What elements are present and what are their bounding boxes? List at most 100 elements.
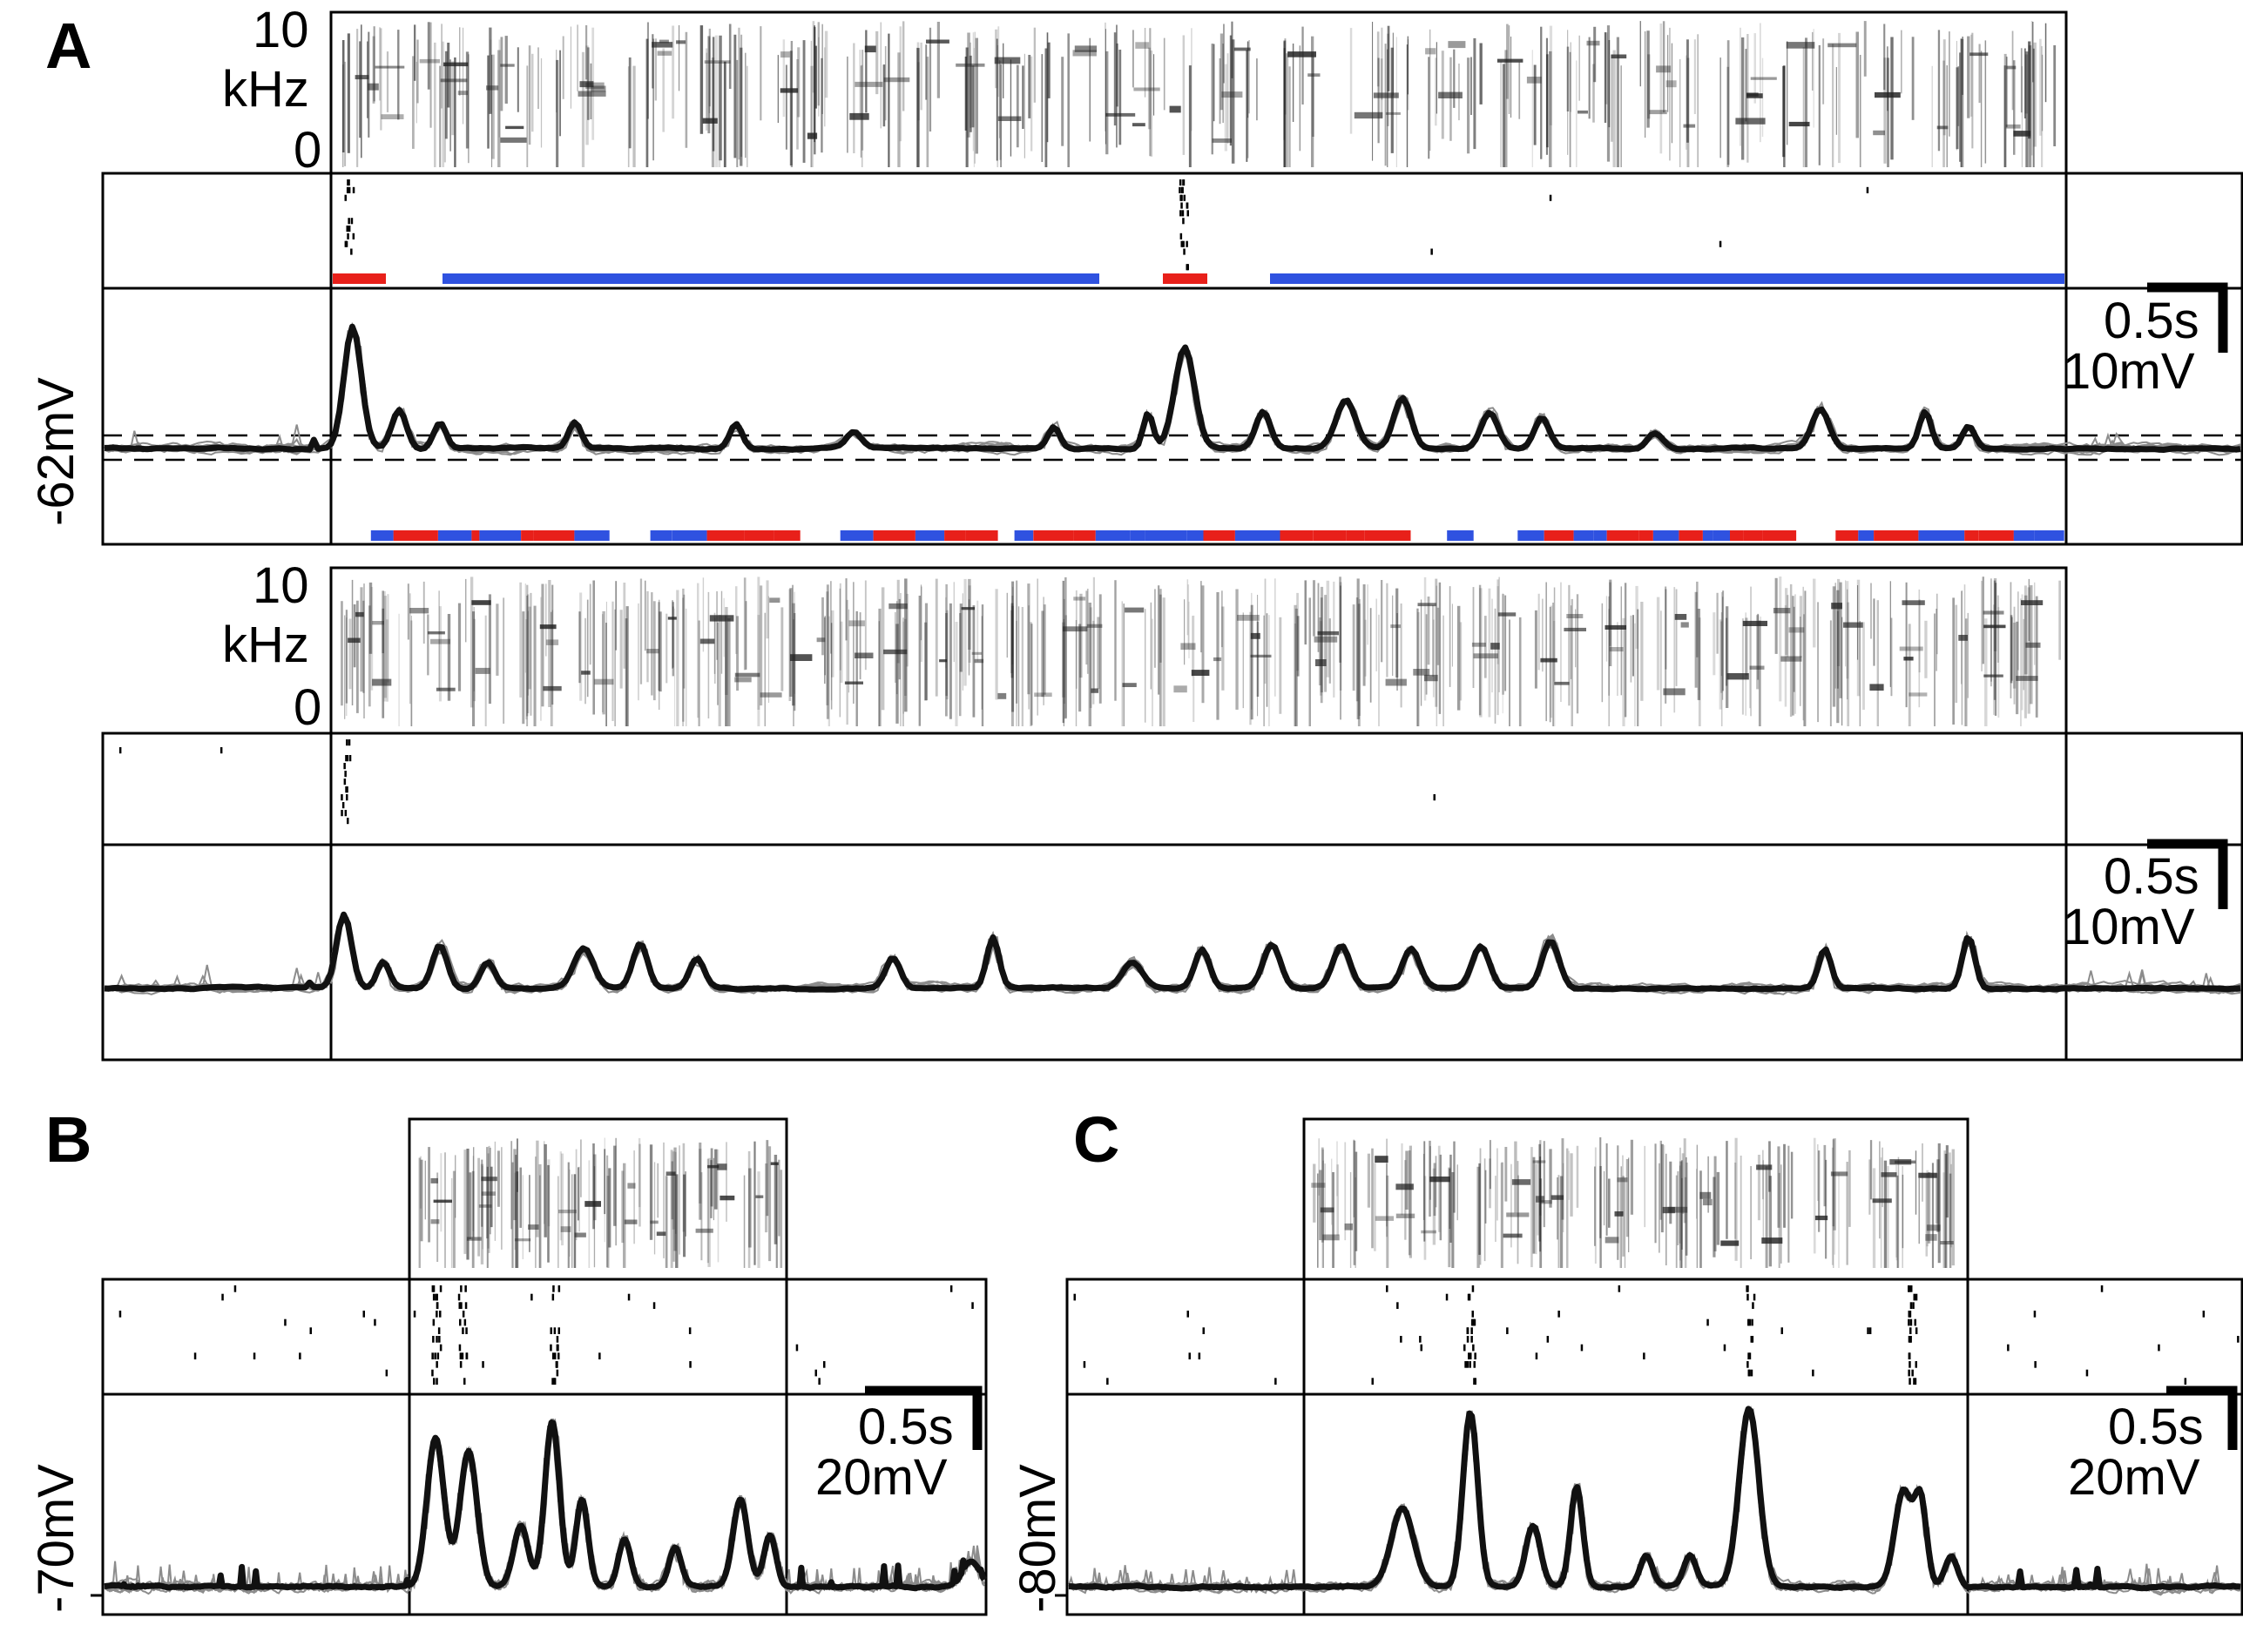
b-voltage-label: -70mV	[28, 1464, 84, 1613]
spike-tick	[1182, 218, 1185, 225]
spectrogram-stripe	[1340, 585, 1341, 720]
strip-segment	[1014, 530, 1034, 541]
spectrogram-harmonic	[1742, 620, 1767, 626]
spectrogram-stripe	[608, 1168, 611, 1248]
b-raster-frame	[101, 1278, 988, 1396]
spectrogram-stripe	[1608, 40, 1611, 128]
spectrogram-harmonic	[734, 677, 752, 683]
spectrogram-stripe	[517, 1138, 518, 1192]
spectrogram-stripe	[1560, 582, 1562, 702]
spectrogram-stripe	[878, 621, 880, 726]
spectrogram-harmonic	[1609, 647, 1624, 652]
spectrogram-harmonic	[1814, 1215, 1828, 1221]
spike-tick	[1180, 202, 1183, 209]
spectrogram-stripe	[645, 38, 649, 167]
spectrogram-stripe	[1118, 50, 1122, 145]
spectrogram-stripe	[847, 56, 848, 153]
spectrogram-stripe	[1846, 1162, 1848, 1265]
spectrogram-stripe	[1011, 581, 1015, 712]
a2-freq-unit-label: kHz	[222, 617, 309, 673]
spectrogram-stripe	[1604, 1170, 1605, 1226]
spectrogram-harmonic	[1926, 1224, 1941, 1231]
spectrogram-stripe	[788, 589, 792, 701]
strip-segment	[1835, 530, 1859, 541]
spectrogram-harmonic	[717, 1163, 727, 1170]
spectrogram-stripe	[810, 65, 814, 167]
spectrogram-harmonic	[436, 687, 456, 691]
trial-trace	[1068, 1411, 2241, 1593]
spectrogram-stripe	[1716, 1171, 1720, 1245]
spectrogram-harmonic	[1425, 48, 1436, 55]
a1-freq-unit-label: kHz	[222, 61, 309, 118]
spectrogram-stripe	[924, 603, 929, 701]
spectrogram-stripe	[848, 609, 850, 693]
spike-tick	[341, 802, 345, 809]
spectrogram-harmonic	[579, 81, 594, 88]
spectrogram-stripe	[1984, 40, 1987, 164]
spectrogram-harmonic	[430, 1219, 440, 1224]
spectrogram-stripe	[487, 55, 490, 149]
spectrogram-stripe	[1144, 28, 1146, 98]
spike-tick	[459, 1352, 463, 1359]
spectrogram-stripe	[472, 1156, 475, 1231]
spike-tick	[344, 194, 347, 201]
strip-segment	[944, 530, 966, 541]
spectrogram-stripe	[1453, 1141, 1456, 1213]
spectrogram-stripe	[466, 1149, 470, 1260]
spectrogram-stripe	[567, 1162, 570, 1268]
spectrogram-stripe	[767, 596, 770, 703]
spectrogram-stripe	[1458, 64, 1460, 121]
response-bar	[333, 273, 386, 284]
spike-tick	[557, 1285, 561, 1292]
spectrogram-stripe	[575, 1149, 578, 1241]
spectrogram-stripe	[1745, 617, 1748, 676]
spectrogram-stripe	[821, 597, 824, 656]
spectrogram-harmonic	[1889, 1159, 1912, 1165]
strip-segment	[1033, 530, 1074, 541]
spectrogram-stripe	[451, 61, 455, 136]
spectrogram-harmonic	[1233, 47, 1251, 51]
spectrogram-stripe	[1720, 621, 1723, 693]
spike-tick	[557, 1352, 560, 1359]
spectrogram-stripe	[1149, 28, 1152, 157]
spike-tick	[350, 218, 354, 225]
spectrogram-harmonic	[1899, 646, 1923, 651]
spectrogram-stripe	[1908, 624, 1911, 726]
spectrogram-harmonic	[1385, 111, 1401, 115]
spectrogram-stripe	[1016, 64, 1019, 148]
spectrogram-stripe	[1495, 1176, 1496, 1242]
spike-tick	[348, 179, 350, 186]
spectrogram-stripe	[344, 61, 347, 166]
spike-tick	[347, 818, 349, 825]
spike-tick	[1180, 186, 1184, 193]
spike-tick	[1472, 1344, 1475, 1352]
spectrogram-harmonic	[500, 64, 515, 67]
spectrogram-harmonic	[1828, 43, 1857, 48]
spectrogram-stripe	[1837, 578, 1841, 666]
spectrogram-harmonic	[1073, 597, 1086, 601]
spectrogram-stripe	[1846, 581, 1849, 679]
spectrogram-stripe	[821, 57, 823, 153]
spectrogram-stripe	[1890, 37, 1894, 160]
spectrogram-harmonic	[1315, 659, 1327, 666]
spectrogram-harmonic	[1735, 118, 1766, 125]
spectrogram-stripe	[1242, 612, 1244, 709]
spectrogram-stripe	[1333, 581, 1335, 698]
spectrogram-harmonic	[1872, 1198, 1892, 1204]
spectrogram-stripe	[725, 615, 726, 726]
spectrogram-harmonic	[1536, 1196, 1544, 1203]
spectrogram-stripe	[651, 592, 653, 696]
spike-tick	[823, 1361, 826, 1368]
spectrogram-stripe	[1219, 33, 1224, 111]
spectrogram-stripe	[387, 594, 389, 683]
spectrogram-stripe	[712, 37, 715, 152]
spike-tick	[309, 1327, 312, 1334]
spectrogram-harmonic	[699, 638, 715, 644]
spectrogram-stripe	[967, 32, 970, 138]
spectrogram-stripe	[723, 61, 726, 167]
spectrogram-stripe	[500, 37, 503, 111]
spectrogram-stripe	[559, 1151, 562, 1241]
spectrogram-harmonic	[355, 75, 369, 80]
spectrogram-stripe	[725, 621, 728, 726]
